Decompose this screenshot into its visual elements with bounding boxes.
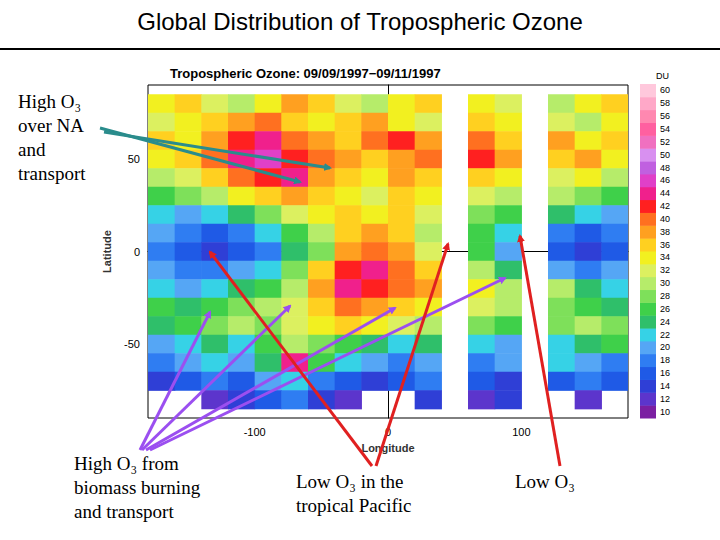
svg-text:12: 12: [660, 394, 670, 404]
svg-text:DU: DU: [656, 71, 669, 81]
svg-text:14: 14: [660, 381, 670, 391]
svg-text:40: 40: [660, 214, 670, 224]
svg-text:50: 50: [128, 153, 140, 165]
svg-text:44: 44: [660, 188, 670, 198]
svg-text:0: 0: [385, 426, 391, 438]
svg-text:30: 30: [660, 278, 670, 288]
svg-text:22: 22: [660, 330, 670, 340]
html-text:Global Distribution of Troposp: Global Distribution of Tropospheric Ozon…: [137, 8, 583, 35]
html-text:over NA: over NA: [18, 115, 84, 136]
svg-text:38: 38: [660, 227, 670, 237]
html-text:High O₃ from: High O₃ from: [74, 453, 179, 474]
svg-text:16: 16: [660, 368, 670, 378]
svg-text:24: 24: [660, 317, 670, 327]
svg-text:Longitude: Longitude: [361, 442, 414, 454]
svg-text:60: 60: [660, 85, 670, 95]
html-text:Low O₃ in the: Low O₃ in the: [296, 471, 404, 492]
svg-text:50: 50: [660, 150, 670, 160]
svg-text:56: 56: [660, 111, 670, 121]
svg-text:28: 28: [660, 291, 670, 301]
svg-text:36: 36: [660, 240, 670, 250]
html-text:biomass burning: biomass burning: [74, 477, 201, 498]
svg-text:34: 34: [660, 252, 670, 262]
svg-text:32: 32: [660, 265, 670, 275]
html-text:tropical Pacific: tropical Pacific: [296, 495, 412, 516]
svg-text:Latitude: Latitude: [101, 230, 113, 273]
svg-text:26: 26: [660, 304, 670, 314]
svg-text:46: 46: [660, 175, 670, 185]
svg-text:20: 20: [660, 342, 670, 352]
html-text:High O₃: High O₃: [18, 91, 82, 112]
svg-text:-100: -100: [244, 426, 266, 438]
html-text:and: and: [18, 139, 46, 160]
svg-text:52: 52: [660, 137, 670, 147]
svg-text:-50: -50: [124, 338, 140, 350]
svg-text:10: 10: [660, 407, 670, 417]
svg-text:42: 42: [660, 201, 670, 211]
svg-text:Tropospheric Ozone: 09/09/1997: Tropospheric Ozone: 09/09/1997−09/11/199…: [170, 66, 441, 81]
html-text:transport: transport: [18, 163, 86, 184]
svg-text:48: 48: [660, 163, 670, 173]
svg-text:0: 0: [134, 246, 140, 258]
html-text:and transport: and transport: [74, 501, 174, 522]
svg-text:100: 100: [512, 426, 530, 438]
html-text:Low O₃: Low O₃: [515, 471, 575, 492]
svg-text:54: 54: [660, 124, 670, 134]
svg-text:18: 18: [660, 355, 670, 365]
svg-text:58: 58: [660, 98, 670, 108]
